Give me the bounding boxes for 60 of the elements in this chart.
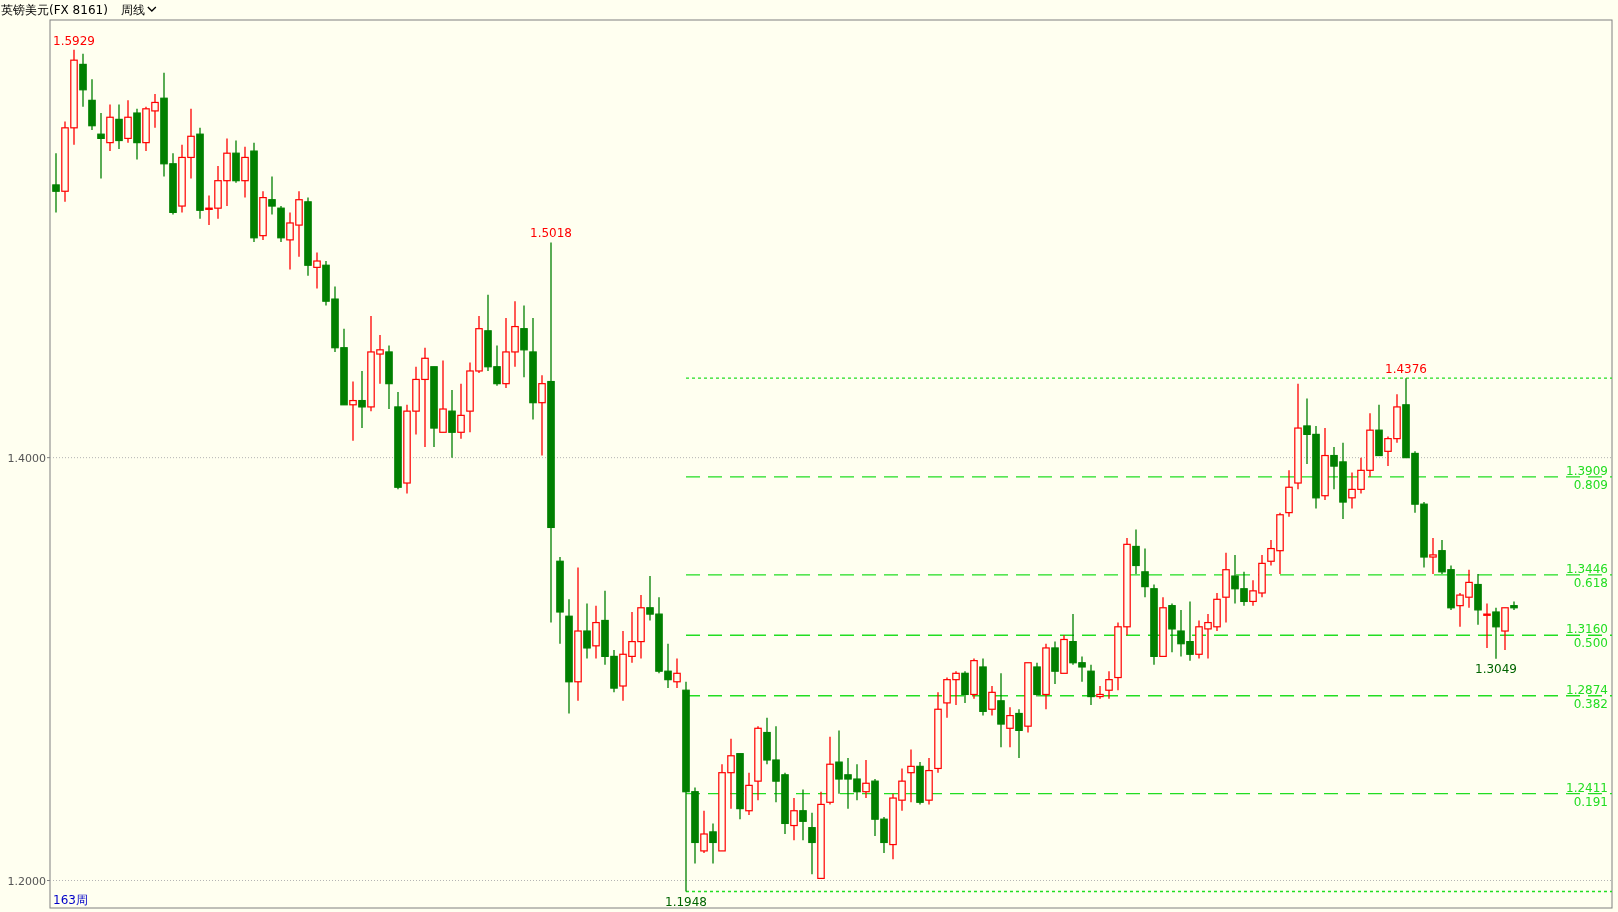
y-tick-label: 1.2000 — [7, 874, 46, 888]
candlestick — [790, 797, 798, 841]
candlestick — [700, 810, 708, 854]
candlestick — [709, 822, 717, 865]
candlestick — [1501, 607, 1509, 651]
annotation: 0.500 — [1573, 636, 1608, 651]
ref-line-label: 1.3446 — [1566, 561, 1608, 576]
candlestick — [268, 175, 276, 216]
candlestick — [1132, 528, 1140, 575]
candlestick — [862, 759, 870, 799]
annotation: 0.382 — [1573, 696, 1608, 711]
candlestick — [583, 602, 591, 660]
candlestick — [1492, 607, 1500, 660]
candlestick — [988, 685, 996, 717]
candlestick — [961, 670, 969, 704]
candlestick — [439, 359, 447, 433]
candlestick — [1051, 640, 1059, 685]
candlestick — [997, 672, 1005, 748]
annotation: 0.809 — [1573, 477, 1608, 492]
candlestick — [907, 748, 915, 803]
chart-title: 英镑美元(FX 8161) — [1, 3, 108, 17]
candlestick — [1006, 706, 1014, 748]
candlestick — [241, 146, 249, 199]
chart-subtitle: 周线 — [120, 3, 145, 17]
annotation: 1.1948 — [665, 894, 707, 909]
candlestick — [313, 251, 321, 290]
annotation: 1.3049 — [1475, 661, 1517, 676]
annotation: 1.4376 — [1385, 362, 1427, 377]
candlestick — [1429, 537, 1437, 575]
annotation: 1.5929 — [53, 33, 95, 48]
candlestick — [448, 389, 456, 459]
candlestick — [673, 657, 681, 689]
annotation: 163周 — [53, 893, 88, 907]
candlestick — [1015, 708, 1023, 759]
annotation: 0.618 — [1573, 575, 1608, 590]
candlestick — [799, 788, 807, 841]
candlestick — [1141, 547, 1149, 598]
ref-line-label: 1.3160 — [1566, 622, 1608, 637]
annotation: 0.191 — [1573, 794, 1608, 809]
y-tick-label: 1.4000 — [7, 451, 46, 465]
candlestick — [538, 374, 546, 457]
candlestick — [520, 304, 528, 378]
candlestick — [1168, 602, 1176, 653]
ref-line-label: 1.2411 — [1566, 780, 1608, 795]
candlestick — [52, 152, 60, 214]
candlestick — [115, 103, 123, 150]
annotation: 1.5018 — [530, 226, 572, 241]
candlestick — [124, 99, 132, 144]
candlestick — [808, 812, 816, 875]
candlestick — [358, 370, 366, 429]
candlestick — [1510, 600, 1518, 611]
candlestick — [592, 605, 600, 660]
ref-line-label: 1.3909 — [1566, 463, 1608, 478]
candlestick — [349, 380, 357, 442]
candlestick — [457, 383, 465, 440]
ref-line-label: 1.2874 — [1566, 682, 1608, 697]
candlestick — [1096, 685, 1104, 700]
candlestick — [97, 112, 105, 180]
candlestick — [1105, 670, 1113, 700]
candlestick — [1483, 602, 1491, 649]
